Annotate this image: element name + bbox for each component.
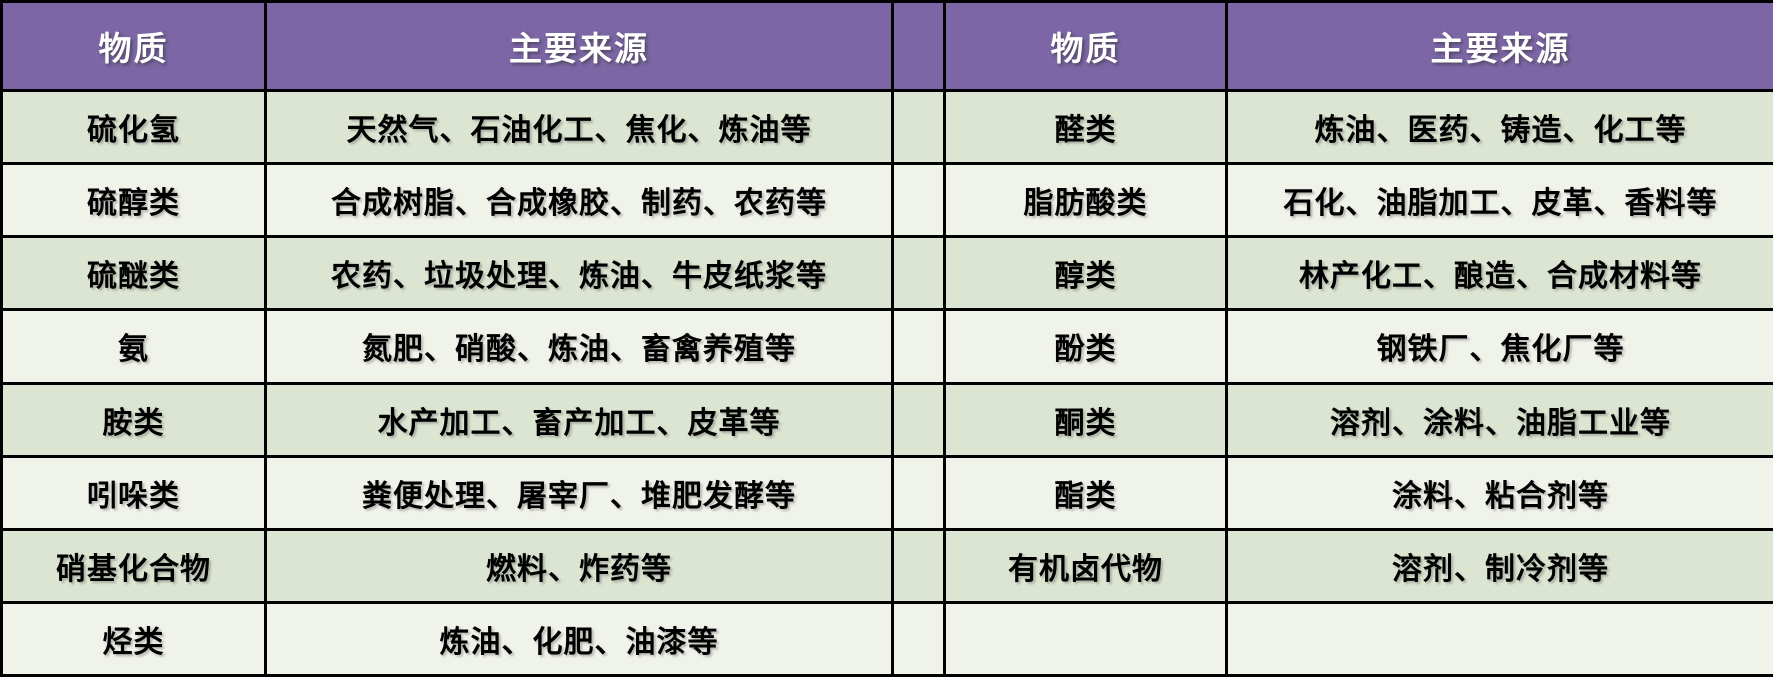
table-row: 硫化氢 天然气、石油化工、焦化、炼油等 醛类 炼油、医药、铸造、化工等	[0, 88, 1773, 166]
spacer-cell	[891, 527, 946, 604]
table-row: 硝基化合物 燃料、炸药等 有机卤代物 溶剂、制冷剂等	[0, 527, 1773, 604]
spacer-cell	[891, 308, 946, 385]
right-substance-header: 物质	[943, 0, 1228, 92]
substance-cell: 烃类	[0, 600, 267, 677]
substance-cell	[943, 600, 1228, 677]
right-source-header: 主要来源	[1225, 0, 1773, 92]
source-cell: 农药、垃圾处理、炼油、牛皮纸浆等	[264, 235, 894, 312]
substance-cell: 硫醚类	[0, 235, 267, 312]
table-row: 胺类 水产加工、畜产加工、皮革等 酮类 溶剂、涂料、油脂工业等	[0, 381, 1773, 458]
spacer-header-cell	[891, 0, 946, 92]
source-cell: 天然气、石油化工、焦化、炼油等	[264, 88, 894, 166]
left-source-header: 主要来源	[264, 0, 894, 92]
substance-cell: 硫化氢	[0, 88, 267, 166]
source-cell: 钢铁厂、焦化厂等	[1225, 308, 1773, 385]
table-row: 吲哚类 粪便处理、屠宰厂、堆肥发酵等 酯类 涂料、粘合剂等	[0, 454, 1773, 531]
left-substance-header: 物质	[0, 0, 267, 92]
spacer-cell	[891, 88, 946, 166]
table-row: 硫醇类 合成树脂、合成橡胶、制药、农药等 脂肪酸类 石化、油脂加工、皮革、香料等	[0, 162, 1773, 239]
source-cell: 溶剂、涂料、油脂工业等	[1225, 381, 1773, 458]
spacer-cell	[891, 381, 946, 458]
source-cell	[1225, 600, 1773, 677]
substance-cell: 硝基化合物	[0, 527, 267, 604]
substance-cell: 有机卤代物	[943, 527, 1228, 604]
table-header-row: 物质 主要来源 物质 主要来源	[0, 0, 1773, 92]
source-cell: 炼油、化肥、油漆等	[264, 600, 894, 677]
source-cell: 氮肥、硝酸、炼油、畜禽养殖等	[264, 308, 894, 385]
substance-cell: 醇类	[943, 235, 1228, 312]
source-cell: 水产加工、畜产加工、皮革等	[264, 381, 894, 458]
source-cell: 林产化工、酿造、合成材料等	[1225, 235, 1773, 312]
table-row: 氨 氮肥、硝酸、炼油、畜禽养殖等 酚类 钢铁厂、焦化厂等	[0, 308, 1773, 385]
spacer-cell	[891, 454, 946, 531]
spacer-cell	[891, 235, 946, 312]
table-row: 烃类 炼油、化肥、油漆等	[0, 600, 1773, 677]
substance-cell: 氨	[0, 308, 267, 385]
table-row: 硫醚类 农药、垃圾处理、炼油、牛皮纸浆等 醇类 林产化工、酿造、合成材料等	[0, 235, 1773, 312]
substance-cell: 醛类	[943, 88, 1228, 166]
substance-cell: 酮类	[943, 381, 1228, 458]
substance-cell: 酯类	[943, 454, 1228, 531]
substance-cell: 脂肪酸类	[943, 162, 1228, 239]
spacer-cell	[891, 162, 946, 239]
source-cell: 合成树脂、合成橡胶、制药、农药等	[264, 162, 894, 239]
substance-cell: 胺类	[0, 381, 267, 458]
source-cell: 溶剂、制冷剂等	[1225, 527, 1773, 604]
substance-cell: 酚类	[943, 308, 1228, 385]
substance-cell: 吲哚类	[0, 454, 267, 531]
source-cell: 炼油、医药、铸造、化工等	[1225, 88, 1773, 166]
spacer-cell	[891, 600, 946, 677]
substance-cell: 硫醇类	[0, 162, 267, 239]
source-cell: 燃料、炸药等	[264, 527, 894, 604]
source-cell: 涂料、粘合剂等	[1225, 454, 1773, 531]
source-cell: 粪便处理、屠宰厂、堆肥发酵等	[264, 454, 894, 531]
source-cell: 石化、油脂加工、皮革、香料等	[1225, 162, 1773, 239]
